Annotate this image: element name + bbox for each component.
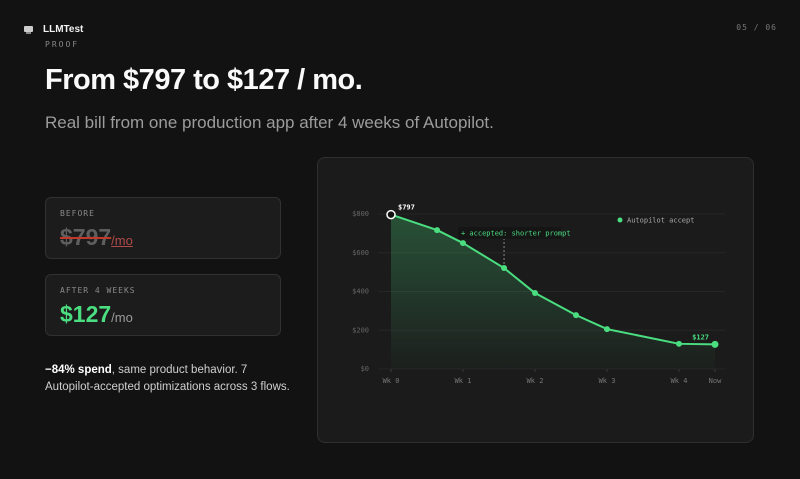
y-tick-label: $600 xyxy=(352,249,369,257)
annotation: + accepted: shorter prompt xyxy=(461,230,571,238)
x-tick-label: Wk 3 xyxy=(599,377,616,385)
legend-label: Autopilot accept xyxy=(627,217,694,225)
summary: −84% spend, same product behavior. 7 Aut… xyxy=(45,362,290,396)
card-unit: /mo xyxy=(111,310,133,325)
subtitle: Real bill from one production app after … xyxy=(45,113,494,132)
point xyxy=(386,209,396,220)
point xyxy=(676,340,682,347)
y-tick-label: $400 xyxy=(352,288,369,296)
summary-text: , same product behavior. 7 Autopilot-acc… xyxy=(45,364,290,393)
card-value: $127 xyxy=(60,301,112,327)
brand-icon xyxy=(24,26,33,34)
y-tick-label: $0 xyxy=(361,365,369,373)
value-label: $127 xyxy=(692,333,709,341)
x-tick-label: Wk 1 xyxy=(455,377,472,385)
card-label: BEFORE xyxy=(60,209,95,218)
eyebrow: PROOF xyxy=(45,40,80,49)
after-card: AFTER 4 WEEKS $127/mo xyxy=(45,274,281,336)
area xyxy=(391,214,715,369)
x-tick-label: Wk 2 xyxy=(527,377,544,385)
point xyxy=(532,290,538,297)
point xyxy=(604,326,610,333)
card-value: $797 xyxy=(60,224,112,250)
x-tick-label: Wk 4 xyxy=(671,377,688,385)
annotation-box xyxy=(458,227,561,239)
point xyxy=(501,265,508,272)
point xyxy=(460,240,466,247)
summary-bold: −84% spend xyxy=(45,364,112,376)
y-tick-label: $800 xyxy=(352,210,369,218)
before-card: BEFORE $797/mo xyxy=(45,197,281,259)
point xyxy=(573,312,580,319)
point xyxy=(434,227,441,234)
brand: LLMTest xyxy=(43,24,84,35)
title: From $797 to $127 / mo. xyxy=(45,64,363,96)
card-label: AFTER 4 WEEKS xyxy=(60,286,136,295)
y-tick-label: $200 xyxy=(352,326,369,334)
card-unit: /mo xyxy=(111,233,133,248)
x-tick-label: Now xyxy=(709,377,722,385)
x-tick-label: Wk 0 xyxy=(383,377,400,385)
legend-swatch xyxy=(617,217,623,223)
value-label: $797 xyxy=(398,204,415,212)
page-number: 05 / 06 xyxy=(736,23,777,32)
point xyxy=(711,340,719,348)
